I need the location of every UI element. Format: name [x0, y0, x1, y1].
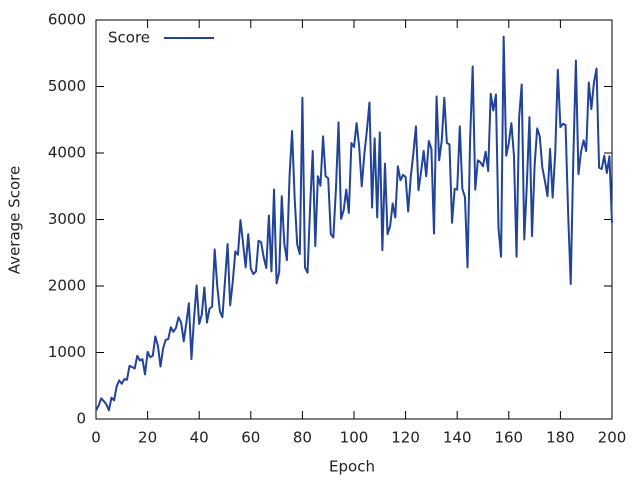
series-line	[95, 35, 613, 412]
x-tick-label: 0	[91, 429, 101, 447]
x-tick-label: 60	[241, 429, 260, 447]
y-axis-label: Average Score	[6, 166, 24, 274]
x-tick-label: 160	[494, 429, 523, 447]
y-tick-label: 5000	[48, 77, 86, 95]
x-tick-label: 80	[293, 429, 312, 447]
y-tick-label: 4000	[48, 144, 86, 162]
plot-border	[95, 19, 613, 420]
x-tick-label: 140	[443, 429, 472, 447]
y-tick-label: 2000	[48, 277, 86, 295]
x-tick-label: 40	[190, 429, 209, 447]
x-axis-label: Epoch	[329, 458, 375, 476]
x-tick-label: 20	[138, 429, 157, 447]
legend-label: Score	[108, 29, 150, 47]
x-tick-label: 200	[598, 429, 627, 447]
y-tick-label: 3000	[48, 210, 86, 228]
x-tick-label: 100	[340, 429, 369, 447]
y-tick-label: 0	[76, 410, 86, 428]
y-tick-label: 6000	[48, 11, 86, 29]
x-tick-label: 180	[546, 429, 575, 447]
y-tick-label: 1000	[48, 343, 86, 361]
x-tick-label: 120	[391, 429, 420, 447]
